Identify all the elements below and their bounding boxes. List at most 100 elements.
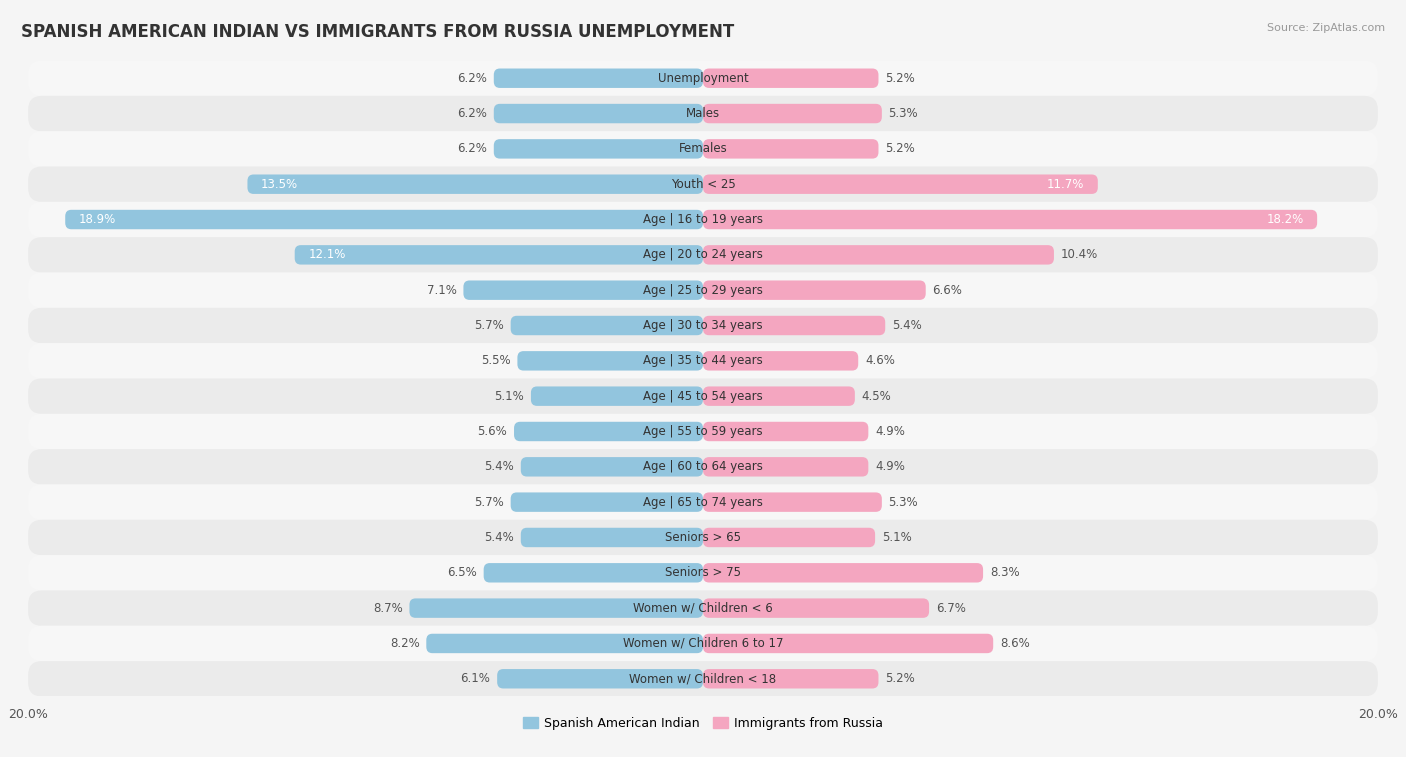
FancyBboxPatch shape: [510, 492, 703, 512]
FancyBboxPatch shape: [494, 104, 703, 123]
Text: Age | 60 to 64 years: Age | 60 to 64 years: [643, 460, 763, 473]
FancyBboxPatch shape: [28, 96, 1378, 131]
FancyBboxPatch shape: [515, 422, 703, 441]
Legend: Spanish American Indian, Immigrants from Russia: Spanish American Indian, Immigrants from…: [519, 712, 887, 735]
FancyBboxPatch shape: [703, 245, 1054, 264]
FancyBboxPatch shape: [494, 139, 703, 158]
FancyBboxPatch shape: [28, 61, 1378, 96]
Text: 12.1%: 12.1%: [308, 248, 346, 261]
FancyBboxPatch shape: [703, 210, 1317, 229]
Text: 5.2%: 5.2%: [886, 672, 915, 685]
FancyBboxPatch shape: [703, 174, 1098, 194]
Text: Seniors > 75: Seniors > 75: [665, 566, 741, 579]
FancyBboxPatch shape: [28, 449, 1378, 484]
Text: 4.6%: 4.6%: [865, 354, 894, 367]
FancyBboxPatch shape: [28, 520, 1378, 555]
Text: 18.2%: 18.2%: [1267, 213, 1303, 226]
FancyBboxPatch shape: [517, 351, 703, 370]
FancyBboxPatch shape: [28, 131, 1378, 167]
FancyBboxPatch shape: [28, 343, 1378, 378]
Text: 8.7%: 8.7%: [373, 602, 402, 615]
FancyBboxPatch shape: [703, 598, 929, 618]
FancyBboxPatch shape: [520, 528, 703, 547]
Text: Age | 25 to 29 years: Age | 25 to 29 years: [643, 284, 763, 297]
Text: Age | 16 to 19 years: Age | 16 to 19 years: [643, 213, 763, 226]
Text: 5.1%: 5.1%: [882, 531, 911, 544]
Text: 4.9%: 4.9%: [875, 460, 905, 473]
FancyBboxPatch shape: [65, 210, 703, 229]
Text: 8.6%: 8.6%: [1000, 637, 1029, 650]
FancyBboxPatch shape: [28, 378, 1378, 414]
FancyBboxPatch shape: [295, 245, 703, 264]
Text: Age | 30 to 34 years: Age | 30 to 34 years: [643, 319, 763, 332]
FancyBboxPatch shape: [28, 167, 1378, 202]
Text: SPANISH AMERICAN INDIAN VS IMMIGRANTS FROM RUSSIA UNEMPLOYMENT: SPANISH AMERICAN INDIAN VS IMMIGRANTS FR…: [21, 23, 734, 41]
FancyBboxPatch shape: [426, 634, 703, 653]
Text: 13.5%: 13.5%: [262, 178, 298, 191]
Text: Youth < 25: Youth < 25: [671, 178, 735, 191]
FancyBboxPatch shape: [28, 484, 1378, 520]
FancyBboxPatch shape: [703, 386, 855, 406]
Text: Age | 55 to 59 years: Age | 55 to 59 years: [643, 425, 763, 438]
Text: 5.4%: 5.4%: [891, 319, 922, 332]
Text: 5.7%: 5.7%: [474, 319, 503, 332]
Text: 6.6%: 6.6%: [932, 284, 962, 297]
Text: 5.3%: 5.3%: [889, 107, 918, 120]
Text: Seniors > 65: Seniors > 65: [665, 531, 741, 544]
Text: Women w/ Children < 18: Women w/ Children < 18: [630, 672, 776, 685]
FancyBboxPatch shape: [247, 174, 703, 194]
Text: 6.2%: 6.2%: [457, 72, 486, 85]
FancyBboxPatch shape: [703, 104, 882, 123]
FancyBboxPatch shape: [28, 308, 1378, 343]
Text: Females: Females: [679, 142, 727, 155]
FancyBboxPatch shape: [510, 316, 703, 335]
Text: 6.2%: 6.2%: [457, 107, 486, 120]
Text: Age | 20 to 24 years: Age | 20 to 24 years: [643, 248, 763, 261]
FancyBboxPatch shape: [703, 528, 875, 547]
FancyBboxPatch shape: [28, 626, 1378, 661]
Text: 5.4%: 5.4%: [484, 460, 515, 473]
FancyBboxPatch shape: [703, 280, 925, 300]
Text: 8.3%: 8.3%: [990, 566, 1019, 579]
Text: Age | 65 to 74 years: Age | 65 to 74 years: [643, 496, 763, 509]
Text: 5.5%: 5.5%: [481, 354, 510, 367]
Text: 4.9%: 4.9%: [875, 425, 905, 438]
FancyBboxPatch shape: [464, 280, 703, 300]
Text: Age | 35 to 44 years: Age | 35 to 44 years: [643, 354, 763, 367]
Text: 6.5%: 6.5%: [447, 566, 477, 579]
FancyBboxPatch shape: [703, 457, 869, 477]
FancyBboxPatch shape: [703, 139, 879, 158]
Text: Source: ZipAtlas.com: Source: ZipAtlas.com: [1267, 23, 1385, 33]
FancyBboxPatch shape: [703, 316, 886, 335]
Text: 6.2%: 6.2%: [457, 142, 486, 155]
Text: Unemployment: Unemployment: [658, 72, 748, 85]
FancyBboxPatch shape: [28, 555, 1378, 590]
Text: 4.5%: 4.5%: [862, 390, 891, 403]
FancyBboxPatch shape: [531, 386, 703, 406]
Text: 5.1%: 5.1%: [495, 390, 524, 403]
Text: 7.1%: 7.1%: [427, 284, 457, 297]
Text: Women w/ Children 6 to 17: Women w/ Children 6 to 17: [623, 637, 783, 650]
Text: 10.4%: 10.4%: [1060, 248, 1098, 261]
Text: 5.2%: 5.2%: [886, 142, 915, 155]
FancyBboxPatch shape: [484, 563, 703, 583]
Text: 5.4%: 5.4%: [484, 531, 515, 544]
Text: 18.9%: 18.9%: [79, 213, 115, 226]
Text: 5.6%: 5.6%: [478, 425, 508, 438]
FancyBboxPatch shape: [28, 237, 1378, 273]
FancyBboxPatch shape: [28, 273, 1378, 308]
FancyBboxPatch shape: [703, 422, 869, 441]
FancyBboxPatch shape: [703, 492, 882, 512]
Text: 5.2%: 5.2%: [886, 72, 915, 85]
Text: 6.1%: 6.1%: [461, 672, 491, 685]
FancyBboxPatch shape: [28, 590, 1378, 626]
FancyBboxPatch shape: [409, 598, 703, 618]
Text: 5.7%: 5.7%: [474, 496, 503, 509]
FancyBboxPatch shape: [28, 661, 1378, 696]
Text: 8.2%: 8.2%: [389, 637, 419, 650]
FancyBboxPatch shape: [703, 351, 858, 370]
FancyBboxPatch shape: [703, 669, 879, 689]
FancyBboxPatch shape: [703, 563, 983, 583]
FancyBboxPatch shape: [28, 202, 1378, 237]
Text: Males: Males: [686, 107, 720, 120]
